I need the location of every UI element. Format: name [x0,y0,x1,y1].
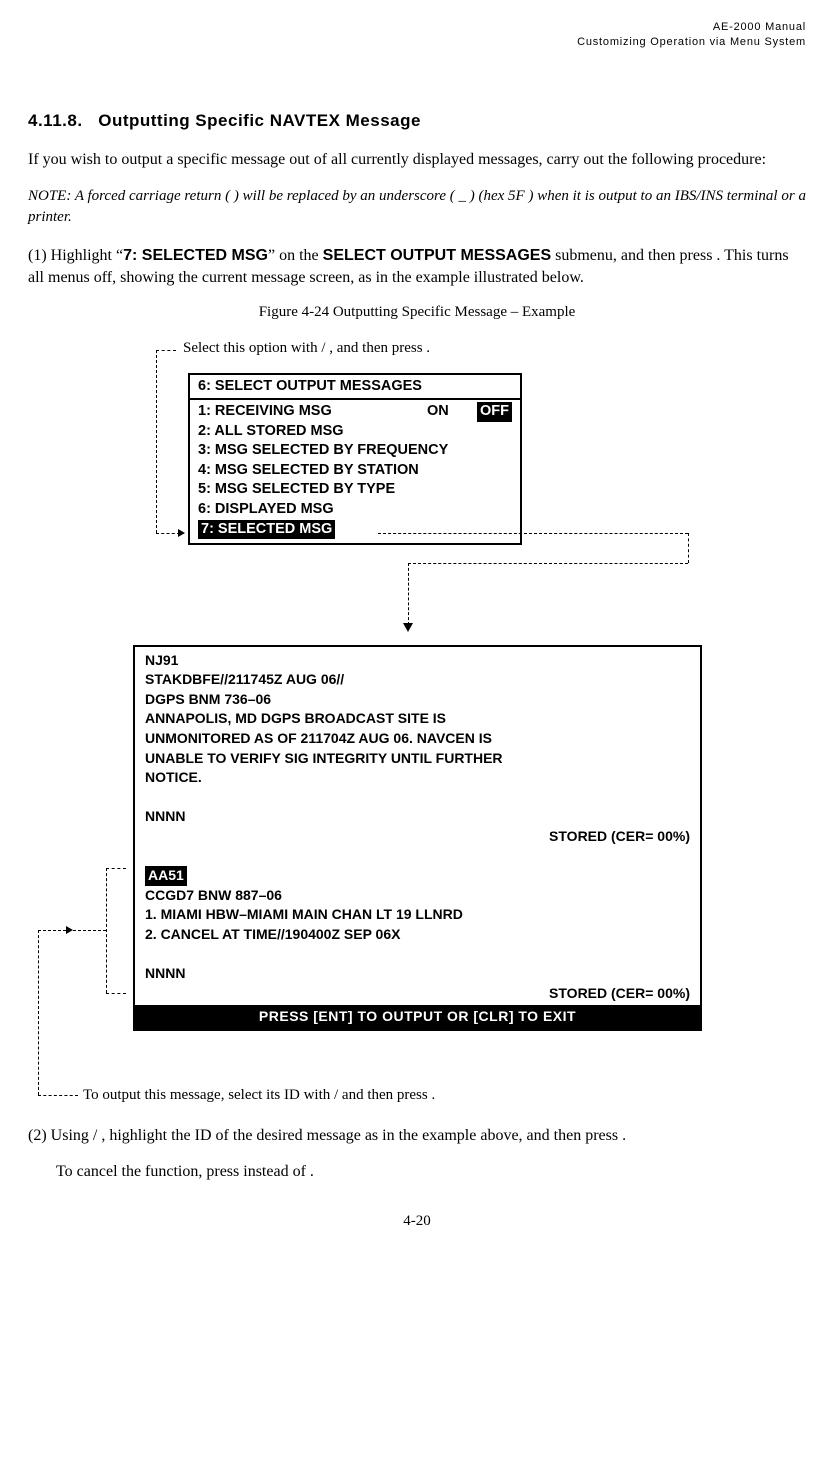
dashed-guide [106,993,126,994]
dashed-guide [688,533,689,563]
dashed-guide [68,930,106,931]
section-number: 4.11.8. [28,111,83,130]
section-title: Outputting Specific NAVTEX Message [98,111,421,130]
section-heading: 4.11.8. Outputting Specific NAVTEX Messa… [28,111,806,131]
msg-line: NJ91 [145,651,690,671]
menu-row-4: 4: MSG SELECTED BY STATION [198,461,512,481]
msg-line: 2. CANCEL AT TIME//190400Z SEP 06X [145,925,690,945]
dashed-guide [156,350,176,351]
message-box: NJ91 STAKDBFE//211745Z AUG 06// DGPS BNM… [133,645,702,1031]
msg-line: STAKDBFE//211745Z AUG 06// [145,670,690,690]
menu-row-3: 3: MSG SELECTED BY FREQUENCY [198,441,512,461]
msg-selected-id: AA51 [145,866,187,886]
dashed-guide [38,930,66,931]
step-1: (1) Highlight “7: SELECTED MSG” on the S… [28,245,806,290]
msg-line: UNMONITORED AS OF 211704Z AUG 06. NAVCEN… [145,729,690,749]
msg-stored-line: STORED (CER= 00%) [145,827,690,847]
msg-line: NNNN [145,807,690,827]
dashed-guide [156,533,180,534]
dashed-guide [38,1095,78,1096]
menu-off-selected: OFF [477,402,512,422]
menu-row-1: 1: RECEIVING MSG ON OFF [198,402,512,422]
msg-id-line: AA51 [145,866,690,886]
annotation-top: Select this option with / , and then pre… [183,340,430,357]
msg-line: NOTICE. [145,768,690,788]
step1-mid: ” on the [268,247,323,264]
step-2b: To cancel the function, press instead of… [28,1161,806,1183]
header-line1: AE-2000 Manual [28,20,806,35]
step1-highlight: 7: SELECTED MSG [123,247,268,264]
step-2: (2) Using / , highlight the ID of the de… [28,1125,806,1147]
menu-row-7: 7: SELECTED MSG [198,520,512,540]
page-header: AE-2000 Manual Customizing Operation via… [28,20,806,51]
menu-on-label: ON [427,402,477,422]
intro-paragraph: If you wish to output a specific message… [28,149,806,171]
note-paragraph: NOTE: A forced carriage return ( ) will … [28,186,806,227]
menu-title: 6: SELECT OUTPUT MESSAGES [190,375,520,401]
msg-line: 1. MIAMI HBW–MIAMI MAIN CHAN LT 19 LLNRD [145,905,690,925]
msg-line: CCGD7 BNW 887–06 [145,886,690,906]
dashed-guide [106,868,107,993]
step1-submenu: SELECT OUTPUT MESSAGES [323,247,551,264]
menu-box: 6: SELECT OUTPUT MESSAGES 1: RECEIVING M… [188,373,522,546]
dashed-guide [38,930,39,1095]
dashed-guide [106,868,126,869]
step1-prefix: (1) Highlight “ [28,247,123,264]
msg-stored-line: STORED (CER= 00%) [145,984,690,1004]
page-number: 4-20 [28,1213,806,1230]
arrow-icon [66,926,73,934]
menu-row-2: 2: ALL STORED MSG [198,422,512,442]
dashed-guide [378,533,688,534]
msg-line: DGPS BNM 736–06 [145,690,690,710]
menu-item-label: 1: RECEIVING MSG [198,402,427,422]
arrow-icon [178,529,185,537]
arrow-down-icon [403,623,413,632]
msg-line: ANNAPOLIS, MD DGPS BROADCAST SITE IS [145,709,690,729]
menu-row-5: 5: MSG SELECTED BY TYPE [198,480,512,500]
figure-caption: Figure 4-24 Outputting Specific Message … [28,304,806,321]
dashed-guide [408,563,409,625]
diagram-area: Select this option with / , and then pre… [28,335,806,1125]
dashed-guide [408,563,688,564]
annotation-bottom: To output this message, select its ID wi… [83,1087,435,1104]
header-line2: Customizing Operation via Menu System [28,35,806,50]
menu-row-6: 6: DISPLAYED MSG [198,500,512,520]
msg-line: UNABLE TO VERIFY SIG INTEGRITY UNTIL FUR… [145,749,690,769]
msg-line: NNNN [145,964,690,984]
dashed-guide [156,350,157,533]
menu-selected-item: 7: SELECTED MSG [198,520,335,540]
msg-footer-bar: PRESS [ENT] TO OUTPUT OR [CLR] TO EXIT [135,1005,700,1029]
